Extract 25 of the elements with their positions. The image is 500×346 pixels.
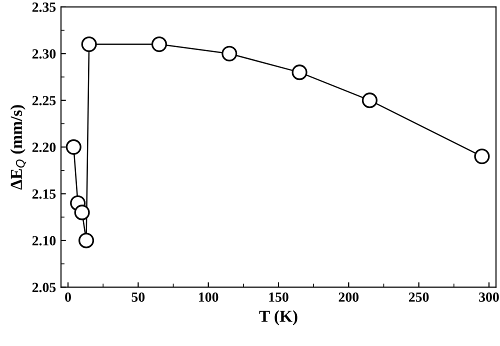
x-axis-title: T (K) — [259, 310, 298, 326]
x-tick-label: 150 — [269, 292, 288, 302]
x-tick-label: 50 — [132, 292, 145, 302]
y-tick-label: 2.15 — [32, 189, 56, 199]
x-tick-label: 300 — [479, 292, 499, 302]
y-tick-label: 2.35 — [32, 2, 56, 12]
x-tick-label: 100 — [199, 292, 218, 302]
y-tick-label: 2.05 — [32, 282, 56, 292]
x-tick-label: 250 — [408, 292, 429, 302]
y-axis-title: ΔE$_{Q}$ (mm/s) — [10, 105, 26, 190]
point — [74, 204, 90, 220]
x-tick-label: 0 — [65, 292, 71, 302]
point — [66, 139, 82, 155]
point — [81, 36, 97, 52]
y-tick-label: 2.30 — [32, 49, 56, 59]
x-tick-label: 200 — [338, 292, 359, 302]
point — [292, 64, 308, 80]
point — [151, 36, 168, 52]
point — [78, 232, 94, 248]
point — [222, 46, 238, 62]
y-tick-label: 2.10 — [32, 236, 56, 246]
y-tick-label: 2.20 — [32, 142, 56, 152]
point — [474, 148, 490, 164]
point — [362, 92, 378, 108]
y-tick-label: 2.25 — [32, 96, 56, 106]
